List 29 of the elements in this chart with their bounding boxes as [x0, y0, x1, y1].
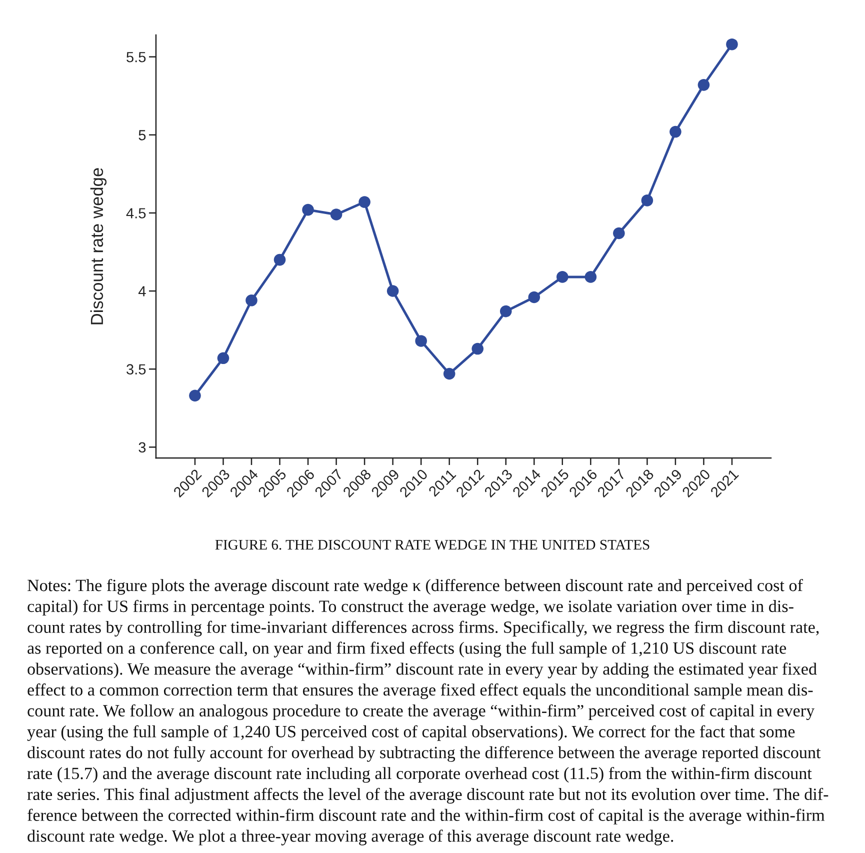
y-tick-label: 5	[138, 130, 146, 140]
point	[556, 271, 568, 283]
point	[415, 335, 427, 347]
point	[358, 196, 370, 208]
point	[584, 271, 597, 283]
point	[443, 368, 456, 380]
point	[386, 285, 399, 297]
point	[330, 208, 342, 220]
point	[302, 204, 314, 216]
y-tick-label: 5.5	[126, 52, 146, 62]
y-tick-label: 3.5	[126, 364, 146, 374]
point	[217, 352, 230, 364]
point	[500, 305, 512, 318]
y-axis-title: Discount rate wedge	[90, 168, 107, 324]
y-tick-label: 4.5	[126, 208, 146, 218]
text: FIGURE 6. THE DISCOUNT RATE WEDGE IN THE UNITED STATES	[215, 540, 650, 550]
point	[246, 294, 258, 306]
point	[726, 38, 738, 50]
point	[613, 227, 625, 240]
y-tick-label: 4	[138, 286, 146, 296]
point	[528, 291, 540, 304]
point	[472, 342, 484, 355]
point	[641, 194, 654, 206]
point	[670, 126, 682, 138]
y-tick-label: 3	[138, 442, 146, 453]
point	[189, 390, 201, 402]
text: Notes: The figure plots the average discount rate wedge κ (difference between discount rate and perceived cost of capital) for US firms in percentage points. To construct the average wedge, we isolate variation over time in dis- count rates by controlling for time-invariant differences across firms. Specifically, we regress the firm discount rate, as reported on a conference call, on year and firm fixed effects (using the full sample of 1,210 US discount rate observations). We measure the average “within-firm” discount rate in every year by adding the estimated year fixed effect to a common correction term that ensures the average fixed effect equals the unconditional sample mean dis- count rate. We follow an analogous procedure to create the average “within-firm” perceived cost of capital in every year (using the full sample of 1,240 US perceived cost of capital observations). We correct for the fact that some discount rates do not fully account for overhead by subtracting the difference between the average reported discount rate (15.7) and the average discount rate including all corporate overhead cost (11.5) from the within-firm discount rate series. This final adjustment affects the level of the average discount rate but not its evolution over time. The dif- ference between the corrected within-firm discount rate and the within-firm cost of capital is the average within-firm discount rate wedge. We plot a three-year moving average of this average discount rate wedge.	[27, 579, 828, 846]
point	[698, 79, 710, 91]
point	[274, 254, 286, 266]
